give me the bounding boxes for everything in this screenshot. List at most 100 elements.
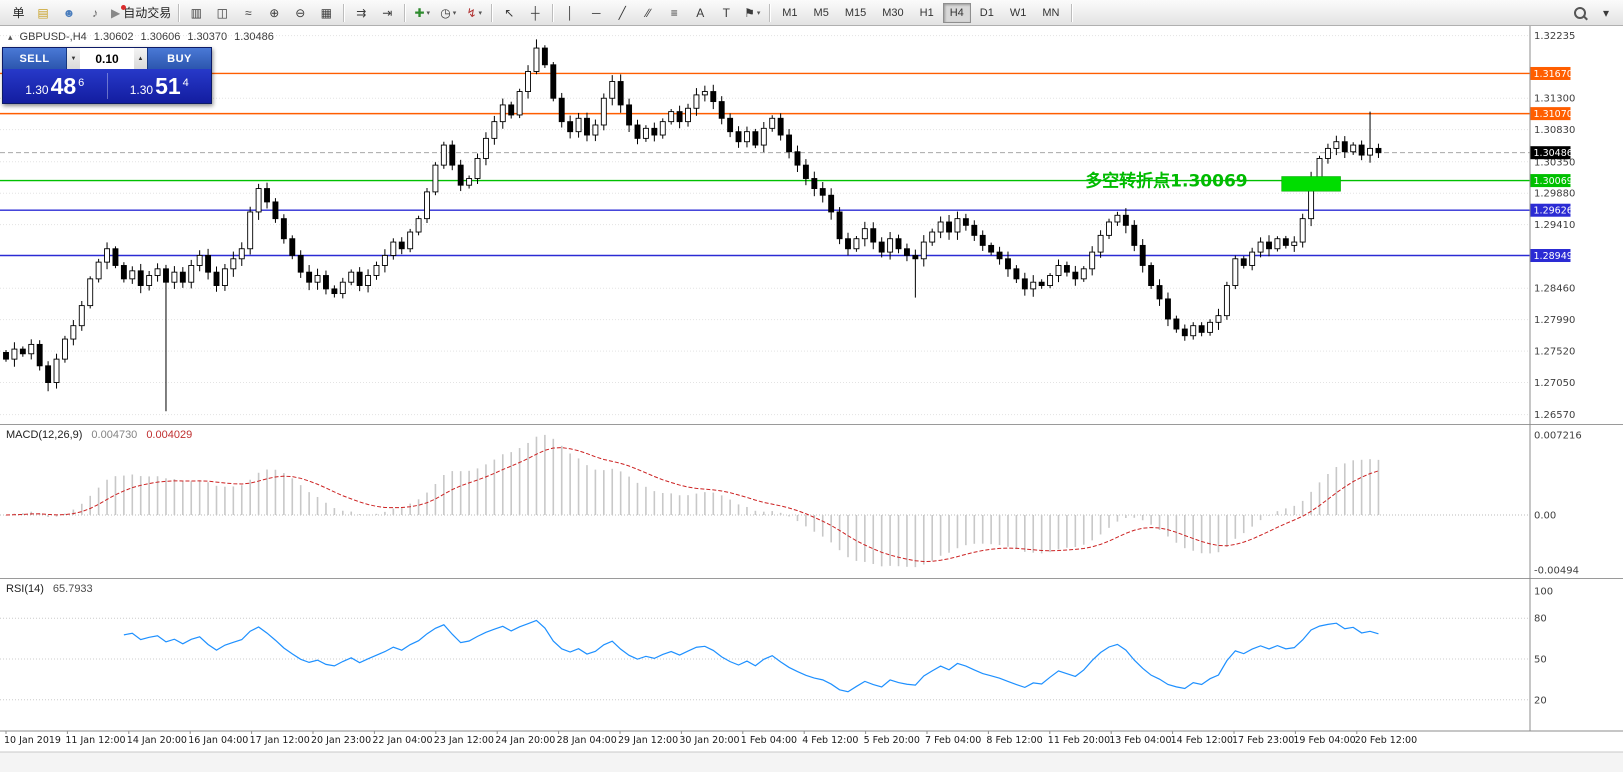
svg-text:-0.00494: -0.00494 [1534, 565, 1579, 576]
horizontal-line-icon: ─ [591, 5, 601, 20]
shapes-button[interactable]: ⚑ ▾ [739, 2, 765, 24]
dropdown-caret-icon[interactable]: ▾ [478, 9, 483, 17]
line-chart-icon: ≈ [244, 5, 252, 20]
turning-point-annotation[interactable]: 多空转折点1.30069 [1085, 171, 1247, 192]
bar-close-value: 1.30486 [234, 31, 274, 43]
toolbar-separator [769, 3, 771, 22]
dropdown-caret-icon[interactable]: ▾ [452, 9, 457, 17]
buy-price-button[interactable]: 1.30 51 4 [108, 74, 212, 98]
timeframe-button-m5[interactable]: M5 [813, 6, 829, 19]
vertical-line-button[interactable]: │ [557, 2, 583, 24]
timeframe-button-m15[interactable]: M15 [844, 6, 867, 19]
panel-splitter-1[interactable] [0, 422, 1623, 430]
tile-windows-icon: ▦ [320, 5, 332, 20]
timeframe-button-w1[interactable]: W1 [1009, 6, 1027, 19]
chart-window[interactable]: 多空转折点1.30069 1.32235 1.31300 1.30830 1.30350… [0, 26, 1623, 772]
channel-button[interactable]: ∕∕ [635, 2, 661, 24]
panel-splitter-2[interactable] [0, 576, 1623, 584]
timeframe-button-mn[interactable]: MN [1042, 6, 1060, 19]
level-price-badge-1.31070[interactable] [1530, 107, 1571, 121]
dropdown-caret-icon[interactable]: ▾ [756, 9, 761, 17]
periods-icon: ◷ [440, 5, 451, 20]
shapes-icon: ⚑ [744, 5, 755, 20]
text-button[interactable]: A [687, 2, 713, 24]
toolbar-separator [404, 3, 406, 22]
alerts-button[interactable]: ♪ [82, 2, 108, 24]
autotrading-button[interactable]: ▶ 自动交易 [108, 2, 174, 24]
periods-button[interactable]: ◷ ▾ [435, 2, 461, 24]
sell-button[interactable]: SELL [3, 48, 66, 69]
trendline-icon: ╱ [618, 5, 626, 20]
svg-text:5 Feb 20:00: 5 Feb 20:00 [864, 735, 920, 746]
horizontal-line-button[interactable]: ─ [583, 2, 609, 24]
svg-text:1.31070: 1.31070 [1534, 109, 1573, 120]
rsi-name: RSI(14) [6, 583, 44, 595]
time-scale[interactable]: 10 Jan 2019 11 Jan 12:00 14 Jan 20:00 16 Ja… [0, 730, 1623, 746]
toolbar-options-button[interactable]: ▾ [1602, 5, 1610, 20]
chart-ohlc-header: ▴ GBPUSD-,H4 1.30602 1.30606 1.30370 1.3… [8, 31, 274, 43]
search-button[interactable] [1567, 2, 1593, 24]
crosshair-button[interactable]: ┼ [522, 2, 548, 24]
candlesticks [3, 39, 1382, 412]
turning-point-zone[interactable] [1281, 176, 1341, 192]
svg-text:0.007216: 0.007216 [1534, 430, 1582, 441]
svg-text:1.27050: 1.27050 [1534, 378, 1575, 389]
level-price-badge-1.28949[interactable] [1530, 249, 1571, 263]
candlestick-chart-button[interactable]: ◫ [209, 2, 235, 24]
cursor-button[interactable]: ↖ [496, 2, 522, 24]
level-price-badge-1.31670[interactable] [1530, 66, 1571, 80]
timeframe-button-m1[interactable]: M1 [782, 6, 798, 19]
community-button[interactable]: ☻ [56, 2, 82, 24]
one-click-toggle-icon[interactable]: ▴ [8, 31, 13, 42]
lot-decrease-button[interactable]: ▼ [67, 48, 80, 69]
buy-price-pip: 4 [182, 76, 189, 89]
status-strip [0, 752, 1623, 772]
svg-text:1.31670: 1.31670 [1534, 69, 1573, 80]
svg-text:1.28460: 1.28460 [1534, 284, 1575, 295]
timeframe-button-h1[interactable]: H1 [919, 6, 934, 19]
price-gridlines [0, 35, 1530, 416]
bar-high-value: 1.30606 [140, 31, 181, 43]
cursor-icon: ↖ [504, 5, 515, 20]
level-lines[interactable] [0, 72, 1530, 257]
buy-button[interactable]: BUY [148, 48, 211, 69]
timeframe-button-m30[interactable]: M30 [882, 6, 904, 19]
timeframe-button-h4[interactable]: H4 [942, 2, 971, 23]
tile-windows-button[interactable]: ▦ [313, 2, 339, 24]
chart-canvas[interactable]: 多空转折点1.30069 1.32235 1.31300 1.30830 1.30350… [0, 26, 1623, 772]
trendline-button[interactable]: ╱ [609, 2, 635, 24]
lot-increase-button[interactable]: ▲ [134, 48, 147, 69]
dropdown-caret-icon[interactable]: ▾ [426, 9, 431, 17]
line-chart-button[interactable]: ≈ [235, 2, 261, 24]
bid-price-badge[interactable] [1530, 146, 1571, 160]
zoom-in-button[interactable]: ⊕ [261, 2, 287, 24]
price-scale[interactable]: 1.32235 1.31300 1.30830 1.30350 1.29880 1.294… [1529, 26, 1582, 731]
auto-scroll-button[interactable]: ⇉ [348, 2, 374, 24]
timeframe-button-d1[interactable]: D1 [979, 6, 994, 19]
lot-size-input[interactable] [80, 48, 134, 69]
fibonacci-button[interactable]: ≡ [661, 2, 687, 24]
level-price-badge-1.30069[interactable] [1530, 174, 1571, 188]
bar-chart-button[interactable]: ▥ [183, 2, 209, 24]
svg-text:1.30069: 1.30069 [1534, 176, 1573, 187]
charts-profile-button[interactable]: ▤ [30, 2, 56, 24]
new-chart-button[interactable]: ✚ ▾ [409, 2, 435, 24]
chart-shift-button[interactable]: ⇥ [374, 2, 400, 24]
toolbar-separator [343, 3, 345, 22]
svg-text:10 Jan 2019: 10 Jan 2019 [4, 735, 61, 746]
label-icon: T [722, 5, 730, 20]
autotrading-button-label: 自动交易 [123, 6, 172, 20]
indicators-button[interactable]: ↯ ▾ [461, 2, 487, 24]
zoom-out-button[interactable]: ⊖ [287, 2, 313, 24]
level-price-badge-1.29626[interactable] [1530, 203, 1571, 217]
new-order-button[interactable]: 单 [4, 2, 30, 24]
sell-price-button[interactable]: 1.30 48 6 [3, 74, 107, 98]
rsi-value: 65.7933 [52, 583, 93, 595]
label-button[interactable]: T [713, 2, 739, 24]
svg-text:24 Jan 20:00: 24 Jan 20:00 [495, 735, 555, 746]
zoom-in-icon: ⊕ [269, 5, 280, 20]
svg-text:50: 50 [1534, 655, 1547, 666]
svg-text:7 Feb 04:00: 7 Feb 04:00 [925, 735, 981, 746]
charts-profile-icon: ▤ [37, 5, 49, 20]
